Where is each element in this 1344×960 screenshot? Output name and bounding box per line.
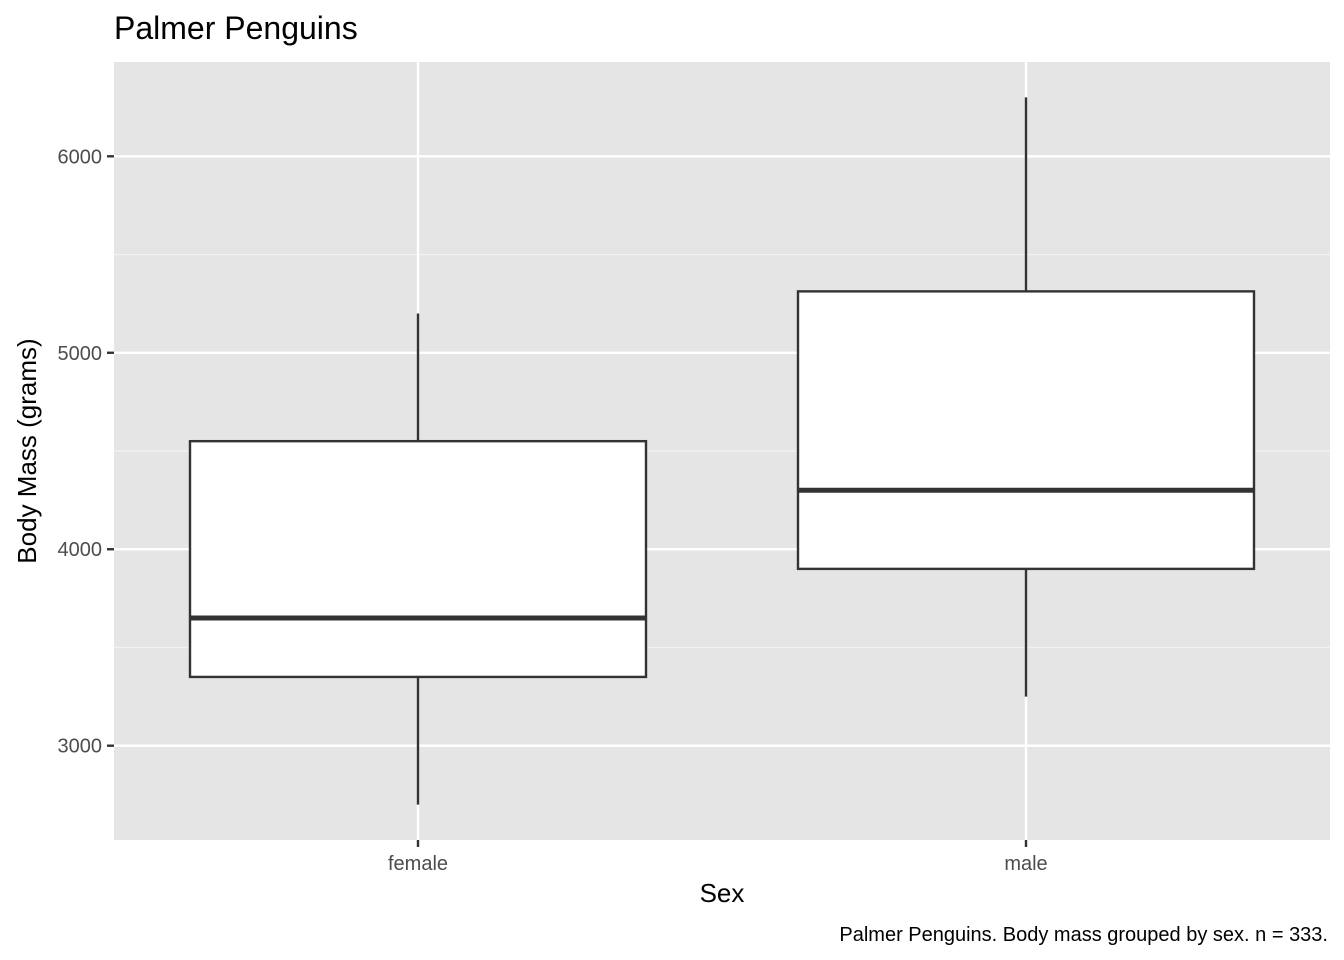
x-tick-label-female: female [388,853,448,875]
x-axis-title: Sex [700,878,745,908]
box-female [188,313,648,805]
box-group [188,97,1256,805]
y-tick-label: 6000 [58,146,103,168]
y-tick-label: 4000 [58,539,103,561]
y-axis: 3000 4000 5000 6000 [58,146,114,758]
chart-title: Palmer Penguins [114,10,358,46]
y-tick-label: 5000 [58,343,103,365]
interquartile-box [188,439,648,679]
y-axis-title: Body Mass (grams) [12,338,42,563]
interquartile-box [796,290,1256,571]
y-tick-label: 3000 [58,736,103,758]
box-male [796,97,1256,697]
chart-caption: Palmer Penguins. Body mass grouped by se… [839,924,1328,946]
x-axis: female male [388,840,1048,875]
x-tick-label-male: male [1004,853,1047,875]
